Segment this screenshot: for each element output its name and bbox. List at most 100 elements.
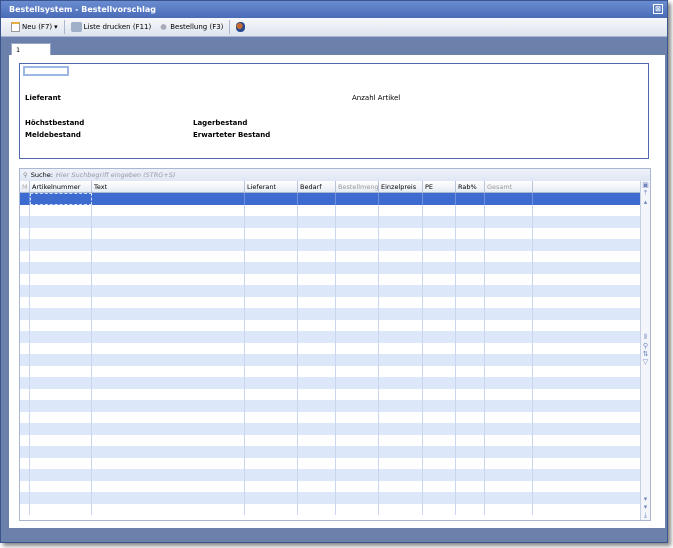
table-cell[interactable] <box>456 319 485 331</box>
table-cell[interactable] <box>423 400 456 412</box>
table-cell[interactable] <box>245 400 298 412</box>
table-cell[interactable] <box>20 411 30 423</box>
table-cell[interactable] <box>336 480 379 492</box>
column-header-lieferant[interactable]: Lieferant <box>245 181 298 192</box>
table-cell[interactable] <box>92 446 245 458</box>
table-cell[interactable] <box>485 388 533 400</box>
table-cell[interactable] <box>336 388 379 400</box>
table-cell[interactable] <box>485 342 533 354</box>
table-cell[interactable] <box>423 411 456 423</box>
table-row[interactable] <box>20 492 642 504</box>
table-cell[interactable] <box>30 273 92 285</box>
table-cell[interactable] <box>245 434 298 446</box>
table-cell[interactable] <box>336 469 379 481</box>
table-cell[interactable] <box>245 204 298 216</box>
table-cell[interactable] <box>456 377 485 389</box>
table-cell[interactable] <box>456 354 485 366</box>
table-cell[interactable] <box>298 480 336 492</box>
table-cell[interactable] <box>92 365 245 377</box>
table-cell[interactable] <box>92 434 245 446</box>
table-cell[interactable] <box>485 285 533 297</box>
table-cell[interactable] <box>245 250 298 262</box>
table-cell[interactable] <box>92 193 245 205</box>
table-cell[interactable] <box>298 204 336 216</box>
table-row[interactable] <box>20 273 642 285</box>
table-cell[interactable] <box>20 239 30 251</box>
table-cell[interactable] <box>485 446 533 458</box>
sort-icon[interactable]: ⇅ <box>642 350 649 358</box>
column-header-artikelnummer[interactable]: Artikelnummer <box>30 181 92 192</box>
table-row[interactable] <box>20 308 642 320</box>
table-cell[interactable] <box>30 354 92 366</box>
table-cell[interactable] <box>30 239 92 251</box>
table-cell[interactable] <box>485 308 533 320</box>
table-cell[interactable] <box>92 239 245 251</box>
table-cell[interactable] <box>298 400 336 412</box>
table-cell[interactable] <box>245 480 298 492</box>
table-row[interactable] <box>20 342 642 354</box>
table-row[interactable] <box>20 411 642 423</box>
table-cell[interactable] <box>30 216 92 228</box>
table-cell[interactable] <box>30 296 92 308</box>
table-cell[interactable] <box>379 331 423 343</box>
table-row[interactable] <box>20 216 642 228</box>
table-cell[interactable] <box>423 296 456 308</box>
table-cell[interactable] <box>20 250 30 262</box>
table-cell[interactable] <box>30 227 92 239</box>
table-cell[interactable] <box>30 342 92 354</box>
table-cell[interactable] <box>423 480 456 492</box>
table-cell[interactable] <box>30 377 92 389</box>
table-cell[interactable] <box>456 434 485 446</box>
table-cell[interactable] <box>456 296 485 308</box>
table-cell[interactable] <box>423 239 456 251</box>
table-cell[interactable] <box>245 423 298 435</box>
table-cell[interactable] <box>485 250 533 262</box>
table-cell[interactable] <box>456 457 485 469</box>
table-cell[interactable] <box>92 296 245 308</box>
scroll-next-icon[interactable]: ▾ <box>643 503 648 511</box>
table-cell[interactable] <box>379 503 423 515</box>
table-cell[interactable] <box>485 365 533 377</box>
table-cell[interactable] <box>379 411 423 423</box>
table-cell[interactable] <box>423 308 456 320</box>
table-cell[interactable] <box>92 227 245 239</box>
table-cell[interactable] <box>298 503 336 515</box>
table-cell[interactable] <box>336 342 379 354</box>
table-row[interactable] <box>20 388 642 400</box>
table-cell[interactable] <box>456 285 485 297</box>
table-cell[interactable] <box>423 273 456 285</box>
table-cell[interactable] <box>30 411 92 423</box>
table-cell[interactable] <box>20 273 30 285</box>
table-cell[interactable] <box>20 296 30 308</box>
scroll-down-icon[interactable]: ▾ <box>643 495 648 503</box>
table-cell[interactable] <box>245 492 298 504</box>
table-cell[interactable] <box>423 446 456 458</box>
table-cell[interactable] <box>379 492 423 504</box>
table-row[interactable] <box>20 319 642 331</box>
table-cell[interactable] <box>298 388 336 400</box>
table-cell[interactable] <box>423 227 456 239</box>
table-cell[interactable] <box>336 262 379 274</box>
table-cell[interactable] <box>379 262 423 274</box>
table-cell[interactable] <box>298 285 336 297</box>
table-cell[interactable] <box>336 423 379 435</box>
zoom-icon[interactable]: ⚲ <box>642 342 649 350</box>
table-cell[interactable] <box>336 285 379 297</box>
table-cell[interactable] <box>456 469 485 481</box>
column-chooser-icon[interactable]: ▣ <box>642 181 649 189</box>
table-cell[interactable] <box>30 262 92 274</box>
table-cell[interactable] <box>456 480 485 492</box>
table-cell[interactable] <box>456 193 485 205</box>
table-cell[interactable] <box>485 227 533 239</box>
table-cell[interactable] <box>456 365 485 377</box>
table-cell[interactable] <box>379 434 423 446</box>
table-cell[interactable] <box>456 250 485 262</box>
search-input[interactable]: Hier Suchbegriff eingeben (STRG+S) <box>55 171 176 179</box>
table-cell[interactable] <box>298 342 336 354</box>
table-cell[interactable] <box>485 204 533 216</box>
table-cell[interactable] <box>92 308 245 320</box>
new-button[interactable]: Neu (F7) ▾ <box>9 22 60 32</box>
table-cell[interactable] <box>30 492 92 504</box>
table-cell[interactable] <box>485 193 533 205</box>
table-cell[interactable] <box>245 365 298 377</box>
